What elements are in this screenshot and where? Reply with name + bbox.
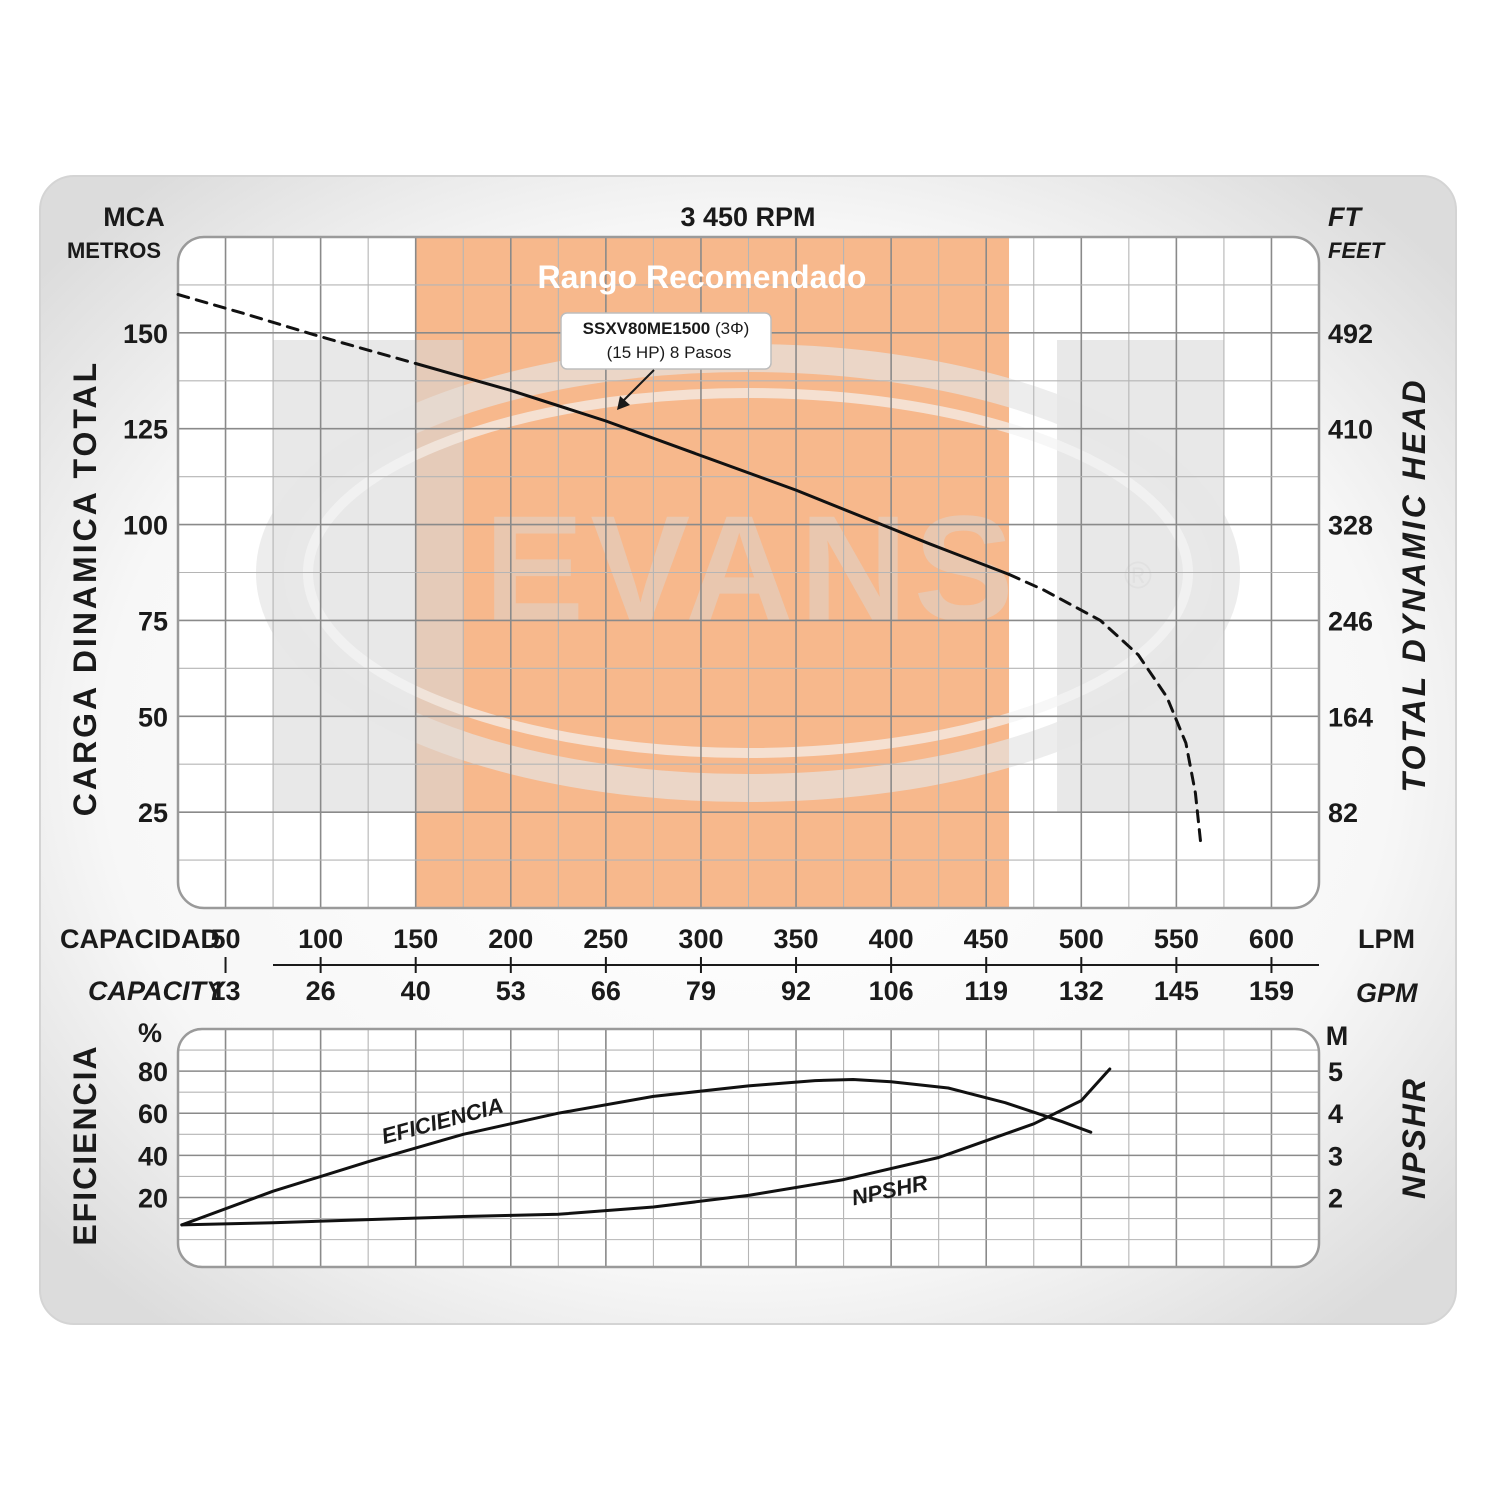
annotation-model: SSXV80ME1500 — [583, 319, 711, 338]
x-axis-secondary-title: CAPACITY — [88, 976, 227, 1006]
y-tick-label: 75 — [138, 606, 168, 636]
x-tick-label: 450 — [964, 924, 1009, 954]
x-tick-label-gpm: 145 — [1154, 976, 1199, 1006]
x-tick-label-gpm: 119 — [964, 976, 1008, 1006]
head-curve-solid — [414, 362, 1011, 576]
head-curve-dashed — [176, 293, 418, 365]
npshr-axis-title: NPSHR — [1396, 1077, 1432, 1199]
y-tick-label-ft: 328 — [1328, 511, 1373, 541]
x-tick-label: 350 — [774, 924, 819, 954]
eficiencia-curve — [180, 1078, 1093, 1227]
annotation-box — [560, 312, 772, 370]
y-ticks-right: 82 164 246 328 410 492 — [1328, 319, 1373, 828]
x-tick-label: 250 — [583, 924, 628, 954]
x-tick-label-gpm: 159 — [1249, 976, 1294, 1006]
x-ticks: 50 13 100 26 150 40 200 53 250 66 300 79 350 92 400 106… — [211, 924, 1294, 1006]
head-curve-dashed — [1007, 572, 1203, 849]
head-plot-border — [176, 235, 1321, 910]
y-axis-title-left: CARGA DINAMICA TOTAL — [67, 360, 103, 816]
x-tick-label-gpm: 92 — [781, 976, 811, 1006]
head-curve — [176, 293, 1203, 849]
npshr-tick-label: 5 — [1328, 1057, 1343, 1087]
annotation-arrow-head — [617, 396, 630, 410]
y-tick-label-ft: 82 — [1328, 798, 1358, 828]
efficiency-tick-label: 60 — [138, 1099, 168, 1129]
y-tick-label: 125 — [123, 415, 168, 445]
npshr-ticks: 2 3 4 5 — [1328, 1057, 1343, 1213]
x-tick-label-gpm: 132 — [1059, 976, 1104, 1006]
annotation-phase: (3Φ) — [715, 319, 749, 338]
efficiency-tick-label: 40 — [138, 1141, 168, 1171]
efficiency-tick-label: 20 — [138, 1183, 168, 1213]
recommended-range-label: Rango Recomendado — [538, 259, 867, 295]
y-tick-label: 25 — [138, 798, 168, 828]
x-tick-label: 550 — [1154, 924, 1199, 954]
left-unit: MCA — [103, 202, 165, 232]
annotation-line-2: (15 HP) 8 Pasos — [607, 343, 732, 362]
x-tick-label: 300 — [678, 924, 723, 954]
efficiency-axis-title: EFICIENCIA — [67, 1044, 103, 1245]
npshr-curve — [180, 1067, 1112, 1227]
x-axis-secondary-unit: GPM — [1356, 978, 1418, 1008]
efficiency-plot-border — [176, 1027, 1321, 1269]
y-tick-label: 100 — [123, 511, 168, 541]
y-tick-label-ft: 164 — [1328, 702, 1373, 732]
y-tick-label: 50 — [138, 702, 168, 732]
watermark-text: EVANS — [484, 484, 1020, 652]
x-axis-title: CAPACIDAD — [60, 924, 220, 954]
x-tick-label-gpm: 66 — [591, 976, 621, 1006]
y-axis-title-right: TOTAL DYNAMIC HEAD — [1396, 378, 1432, 793]
head-grid — [178, 237, 1319, 908]
x-tick-label-gpm: 106 — [869, 976, 914, 1006]
y-tick-label-ft: 492 — [1328, 319, 1373, 349]
x-tick-label: 400 — [869, 924, 914, 954]
x-tick-label-gpm: 79 — [686, 976, 716, 1006]
x-tick-label-gpm: 40 — [401, 976, 431, 1006]
x-tick-label-gpm: 26 — [306, 976, 336, 1006]
annotation-arrow-shaft — [621, 369, 655, 403]
x-tick-label: 100 — [298, 924, 343, 954]
npshr-tick-label: 3 — [1328, 1141, 1343, 1171]
right-unit-sub: FEET — [1328, 238, 1386, 263]
npshr-tick-label: 4 — [1328, 1099, 1343, 1129]
right-unit: FT — [1328, 202, 1363, 232]
efficiency-tick-label: 80 — [138, 1057, 168, 1087]
efficiency-ticks: 20 40 60 80 — [138, 1057, 168, 1213]
y-tick-label: 150 — [123, 319, 168, 349]
y-ticks-left: 25 50 75 100 125 150 — [123, 319, 168, 828]
chart-title: 3 450 RPM — [680, 202, 815, 232]
efficiency-unit: % — [138, 1018, 162, 1048]
x-tick-label: 200 — [488, 924, 533, 954]
x-tick-label: 600 — [1249, 924, 1294, 954]
npshr-tick-label: 2 — [1328, 1183, 1343, 1213]
model-annotation: SSXV80ME1500 (3Φ) (15 HP) 8 Pasos — [560, 312, 772, 410]
y-tick-label-ft: 410 — [1328, 415, 1373, 445]
x-tick-label: 500 — [1059, 924, 1104, 954]
left-unit-sub: METROS — [67, 238, 161, 263]
annotation-line-1: SSXV80ME1500 (3Φ) — [583, 319, 750, 338]
x-tick-label-gpm: 53 — [496, 976, 526, 1006]
npshr-unit: M — [1326, 1021, 1349, 1051]
watermark-registered-mark: ® — [1124, 555, 1152, 597]
y-tick-label-ft: 246 — [1328, 606, 1373, 636]
efficiency-grid — [178, 1029, 1319, 1267]
x-axis-unit: LPM — [1358, 924, 1415, 954]
x-tick-label: 150 — [393, 924, 438, 954]
x-tick-label: 50 — [211, 924, 241, 954]
x-tick-label-gpm: 13 — [211, 976, 241, 1006]
